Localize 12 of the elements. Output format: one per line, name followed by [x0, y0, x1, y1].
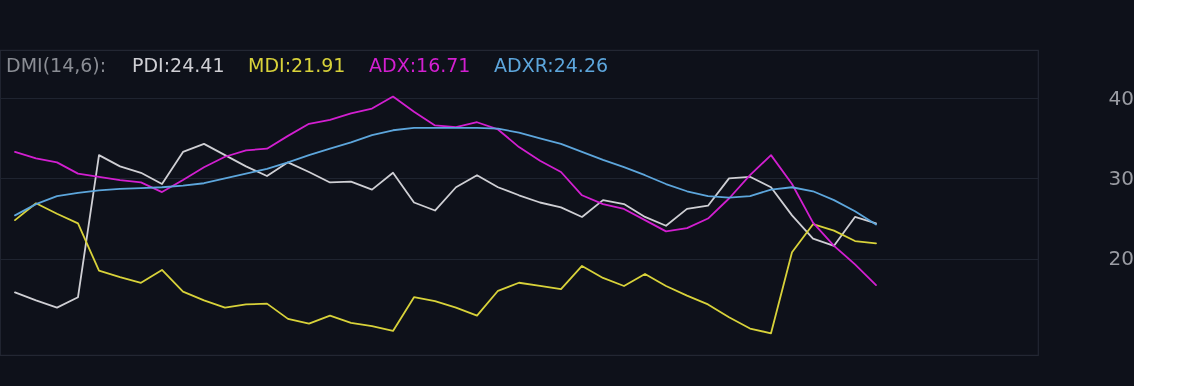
series-label: ADX:16.71 — [369, 53, 471, 76]
line-series — [14, 202, 877, 335]
y-tick-label: 30 — [1108, 165, 1134, 190]
line-series — [14, 143, 877, 309]
y-tick-label: 20 — [1108, 246, 1134, 271]
text: PDI:24.41 — [132, 53, 225, 76]
line-series — [14, 95, 877, 286]
text: MDI:21.91 — [248, 53, 346, 76]
legend-title: DMI(14,6): — [6, 54, 107, 76]
text: ADXR:24.26 — [494, 53, 609, 76]
line-series — [14, 126, 877, 226]
y-tick-label: 40 — [1108, 85, 1134, 110]
